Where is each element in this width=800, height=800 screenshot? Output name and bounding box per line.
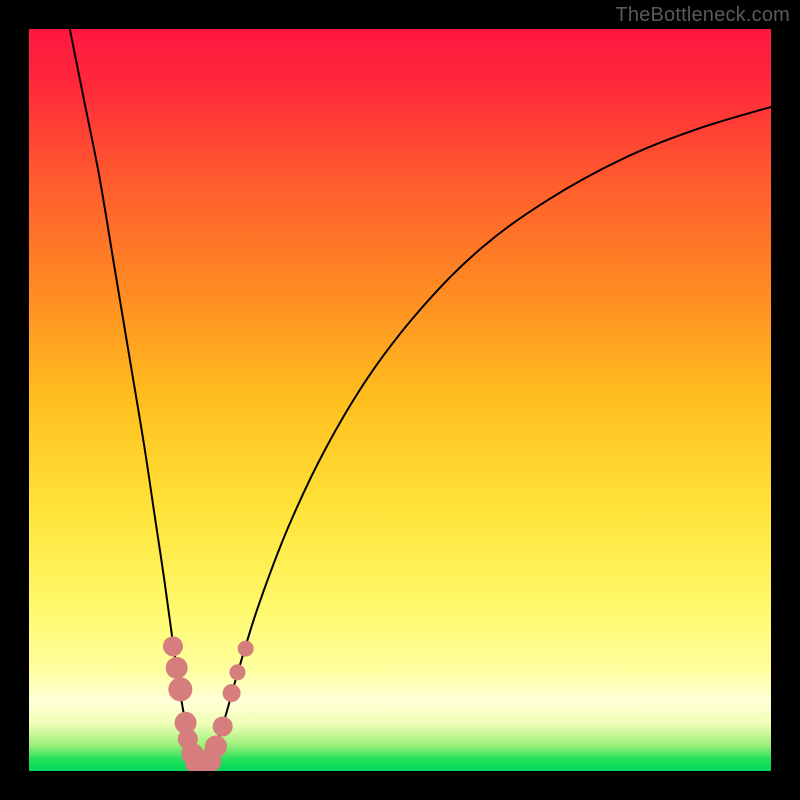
curve-layer — [29, 29, 771, 771]
marker-dot — [168, 677, 192, 701]
marker-dot — [223, 684, 241, 702]
marker-dot — [213, 716, 233, 736]
curve-right-branch — [201, 107, 771, 768]
marker-dot — [205, 736, 227, 758]
watermark-text: TheBottleneck.com — [615, 4, 790, 27]
chart-root: TheBottleneck.com — [0, 0, 800, 800]
marker-dot — [166, 657, 188, 679]
marker-group — [163, 636, 254, 771]
marker-dot — [163, 636, 183, 656]
curve-left-branch — [70, 29, 201, 768]
marker-dot — [230, 664, 246, 680]
marker-dot — [238, 641, 254, 657]
plot-area — [29, 29, 771, 771]
